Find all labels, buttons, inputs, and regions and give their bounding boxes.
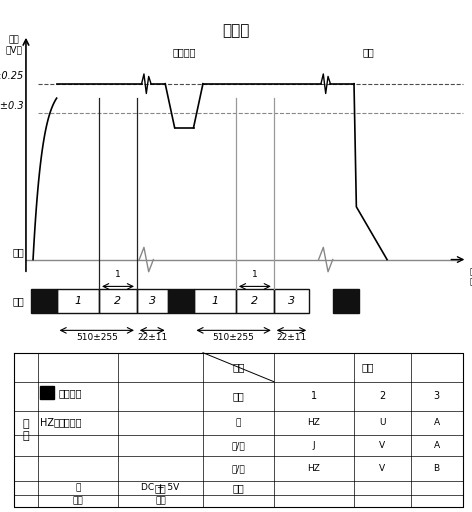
Text: 2: 2 — [379, 391, 386, 401]
Bar — [40, 387, 54, 398]
Text: 2: 2 — [114, 296, 122, 306]
Text: 3: 3 — [434, 391, 439, 401]
Text: 蓝: 蓝 — [236, 418, 241, 427]
Text: 3: 3 — [149, 296, 156, 306]
Text: 1: 1 — [74, 296, 82, 306]
Bar — [236, 289, 274, 313]
Bar — [57, 289, 99, 313]
Text: 电压
（V）: 电压 （V） — [6, 35, 23, 54]
Text: V: V — [379, 441, 385, 450]
Text: 1: 1 — [211, 296, 219, 306]
Text: 红: 红 — [75, 483, 81, 493]
Text: B: B — [434, 464, 439, 473]
Bar — [99, 289, 137, 313]
Text: 蓝/黑: 蓝/黑 — [231, 441, 245, 450]
Bar — [333, 289, 359, 313]
Text: 瞬间断电: 瞬间断电 — [172, 47, 196, 57]
Text: 颜色: 颜色 — [233, 483, 244, 493]
Text: 接
口: 接 口 — [23, 419, 29, 441]
Text: DC + 5V: DC + 5V — [141, 483, 180, 493]
Text: 510±255: 510±255 — [76, 333, 118, 342]
Text: 无效区域: 无效区域 — [59, 388, 83, 398]
Bar — [137, 289, 168, 313]
Text: 1: 1 — [115, 270, 121, 279]
Text: HZ：: HZ： — [40, 417, 60, 426]
Text: U: U — [379, 418, 386, 427]
Text: 断电: 断电 — [362, 47, 374, 57]
Text: 上电: 上电 — [13, 247, 25, 257]
Text: 模式: 模式 — [13, 296, 25, 306]
Text: 1: 1 — [311, 391, 317, 401]
Text: 功能: 功能 — [232, 362, 244, 372]
Text: 1: 1 — [252, 270, 258, 279]
Text: 3: 3 — [288, 296, 295, 306]
Text: 蓝/黑: 蓝/黑 — [231, 464, 245, 473]
Bar — [31, 289, 57, 313]
Text: 模式: 模式 — [362, 362, 374, 372]
Text: 高阻输出: 高阻输出 — [59, 417, 83, 426]
Text: A: A — [434, 441, 439, 450]
Text: HZ: HZ — [307, 464, 320, 473]
Text: 510±255: 510±255 — [213, 333, 254, 342]
Bar — [168, 289, 194, 313]
Text: 时序图: 时序图 — [222, 23, 250, 38]
Text: 功能: 功能 — [155, 483, 166, 493]
Text: 时间
（毫秒）: 时间 （毫秒） — [470, 267, 472, 286]
Text: HZ: HZ — [307, 418, 320, 427]
Text: A: A — [434, 418, 439, 427]
Text: 22±11: 22±11 — [276, 333, 307, 342]
Text: 2: 2 — [251, 296, 259, 306]
Text: 22±11: 22±11 — [137, 333, 168, 342]
Text: J: J — [312, 441, 315, 450]
Text: 5±0.25: 5±0.25 — [0, 71, 25, 81]
Text: V: V — [379, 464, 385, 473]
Text: 功能: 功能 — [155, 497, 166, 506]
Bar — [274, 289, 309, 313]
Text: 颜色: 颜色 — [233, 391, 244, 401]
Bar — [194, 289, 236, 313]
Text: 颜色: 颜色 — [73, 497, 83, 506]
Text: 4.25±0.3: 4.25±0.3 — [0, 100, 25, 111]
